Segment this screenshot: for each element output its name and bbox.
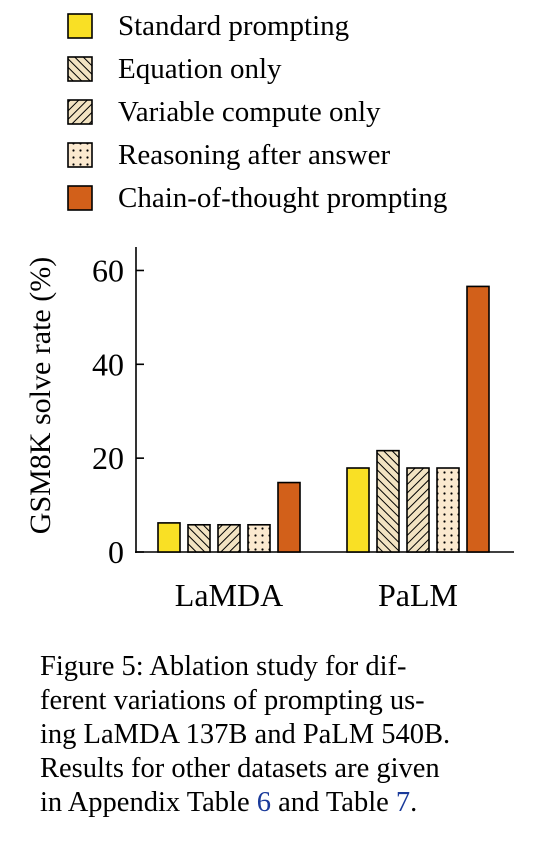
plot-area: 0 20 40 60 GSM8K solve rate (%) LaMDA PaLM: [24, 247, 514, 613]
y-tick-label: 20: [92, 440, 124, 476]
bar: [406, 467, 430, 553]
chart-legend: Standard prompting Equation only Variable …: [67, 10, 447, 214]
legend-label: Variable compute only: [118, 96, 381, 128]
y-axis-label: GSM8K solve rate (%): [24, 257, 57, 534]
legend-label: Chain-of-thought prompting: [118, 182, 447, 214]
x-tick-label: LaMDA: [175, 577, 283, 613]
y-tick-label: 0: [108, 534, 124, 570]
legend-swatch: [67, 13, 93, 39]
bar: [346, 467, 370, 553]
figure-caption: Figure 5: Ablation study for dif- ferent…: [40, 650, 520, 820]
bar: [376, 449, 400, 553]
legend-swatch: [67, 142, 93, 168]
y-tick-label: 40: [92, 346, 124, 382]
legend-swatch: [67, 56, 93, 82]
caption-text: in Appendix Table: [40, 787, 257, 818]
bar: [157, 522, 181, 553]
x-tick-label: PaLM: [378, 577, 458, 613]
table-6-link[interactable]: 6: [256, 787, 271, 818]
bar: [277, 481, 301, 553]
table-7-link[interactable]: 7: [395, 787, 411, 818]
bar: [247, 523, 271, 553]
caption-text: .: [410, 787, 418, 818]
ablation-bar-chart: Standard prompting Equation only Variable …: [24, 10, 514, 613]
y-tick-label: 60: [92, 252, 124, 288]
caption-line: ing LaMDA 137B and PaLM 540B.: [40, 719, 451, 750]
legend-swatch: [67, 185, 93, 211]
caption-line: ferent variations of prompting us-: [40, 685, 425, 716]
legend-swatch: [67, 99, 93, 125]
caption-line: Figure 5: Ablation study for dif-: [40, 651, 407, 682]
bar: [436, 467, 460, 553]
legend-label: Standard prompting: [118, 10, 349, 42]
bar: [466, 285, 490, 553]
caption-line: Results for other datasets are given: [40, 753, 440, 784]
bar: [187, 523, 211, 553]
legend-label: Reasoning after answer: [118, 139, 391, 171]
caption-line: in Appendix Table 6 and Table 7.: [40, 786, 520, 820]
caption-text: and Table: [271, 787, 396, 818]
bar: [217, 523, 241, 553]
legend-label: Equation only: [118, 53, 282, 85]
